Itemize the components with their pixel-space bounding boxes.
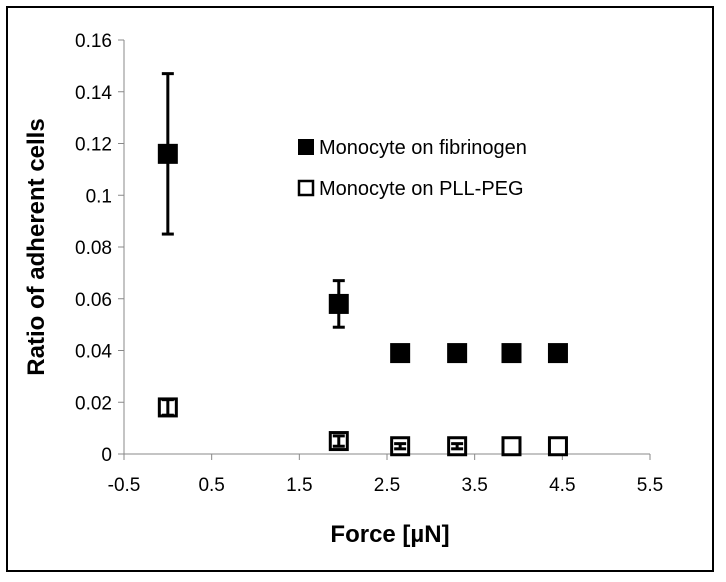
x-tick-label: 5.5 [637,475,663,496]
x-tick-label: 3.5 [461,475,487,496]
x-axis-title: Force [µN] [330,521,449,548]
x-axis: -0.5 0.5 1.5 2.5 3.5 4.5 5.5 [108,453,663,496]
data-point [547,436,568,457]
data-series [157,72,568,457]
series-1 [157,397,568,457]
x-tick-label: 0.5 [198,475,224,496]
data-point [328,293,349,314]
data-point [157,397,178,418]
y-tick-label: 0.12 [75,135,112,156]
y-tick-label: 0.06 [75,290,112,311]
y-axis-title: Ratio of adherent cells [23,118,50,375]
x-tick-label: 1.5 [286,475,312,496]
legend-label-pll-peg: Monocyte on PLL-PEG [319,178,524,200]
data-point [501,343,522,364]
legend-label-fibrinogen: Monocyte on fibrinogen [319,137,527,159]
y-tick-label: 0.08 [75,238,112,259]
x-tick-label: 2.5 [374,475,400,496]
series-0 [157,72,568,364]
legend: Monocyte on fibrinogen Monocyte on PLL-P… [297,137,527,200]
data-point [390,343,411,364]
x-tick-label: -0.5 [108,475,141,496]
y-tick-label: 0.04 [75,342,112,363]
data-point [328,431,349,452]
y-tick-label: 0.16 [75,31,112,52]
y-axis: 0 0.02 0.04 0.06 0.08 0.1 0.12 0.14 0.16 [75,31,125,466]
y-tick-label: 0.14 [75,83,112,104]
legend-marker-pll-peg [297,179,315,197]
data-point [447,436,468,457]
data-point [547,343,568,364]
data-point [390,436,411,457]
y-tick-label: 0 [101,445,112,466]
x-tick-label: 4.5 [549,475,575,496]
legend-marker-fibrinogen [298,139,314,155]
y-tick-label: 0.02 [75,393,112,414]
data-point [501,436,522,457]
y-tick-label: 0.1 [86,186,112,207]
data-point [157,143,178,164]
data-point [447,343,468,364]
